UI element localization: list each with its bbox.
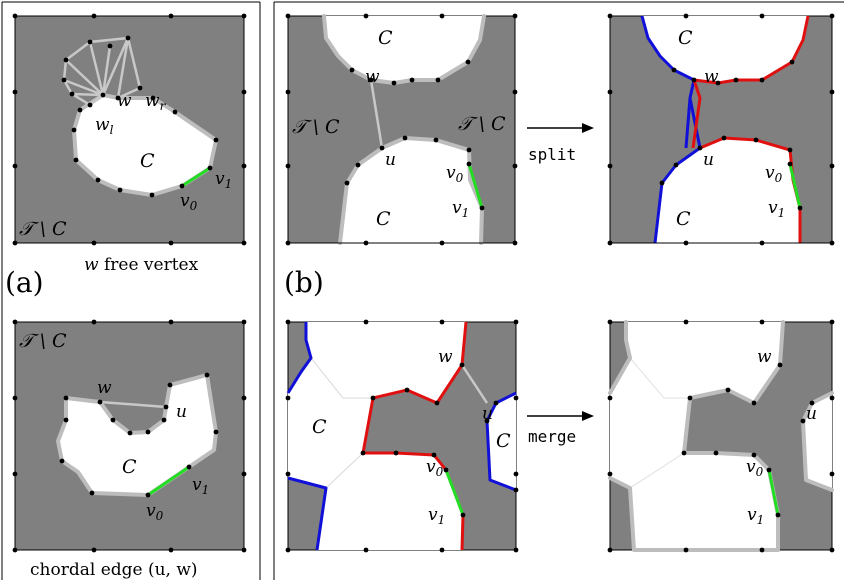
label-v1: v1 bbox=[747, 505, 764, 527]
merge-arrow: merge bbox=[527, 411, 594, 446]
label-v0: v0 bbox=[765, 163, 783, 185]
label-v1: v1 bbox=[192, 475, 209, 497]
label-C-top: C bbox=[678, 27, 693, 49]
label-C-right: C bbox=[496, 430, 511, 452]
label-u: u bbox=[806, 404, 817, 424]
label-C-bottom: C bbox=[376, 208, 391, 230]
label-u: u bbox=[176, 402, 187, 422]
label-v1: v1 bbox=[428, 505, 445, 527]
merge-label: merge bbox=[528, 427, 576, 446]
label-complement-left: 𝒯 \ C bbox=[292, 116, 340, 138]
label-w: w bbox=[117, 91, 132, 111]
panel-tag-a: (a) bbox=[5, 266, 44, 299]
caption-free-vertex: w free vertex bbox=[84, 255, 199, 275]
label-w: w bbox=[704, 67, 719, 87]
label-v1: v1 bbox=[768, 198, 785, 220]
label-complement-right: 𝒯 \ C bbox=[458, 113, 506, 135]
label-v0: v0 bbox=[180, 191, 198, 213]
panel-a-bottom: C 𝒯 \ C w u v0 v1 chordal edge (u, w) bbox=[12, 319, 247, 580]
label-v0: v0 bbox=[746, 457, 764, 479]
label-complement: 𝒯 \ C bbox=[19, 218, 67, 240]
label-v1: v1 bbox=[215, 169, 232, 191]
label-C: C bbox=[140, 150, 155, 172]
label-u: u bbox=[482, 404, 493, 424]
label-w: w bbox=[438, 347, 453, 367]
panel-b-bottom-left: C C w u v0 v1 bbox=[285, 319, 519, 553]
label-w: w bbox=[97, 378, 112, 398]
label-u: u bbox=[385, 150, 396, 170]
label-v0: v0 bbox=[446, 163, 464, 185]
panel-b-bottom-right: w u v0 v1 bbox=[607, 319, 835, 553]
label-wl: wl bbox=[95, 115, 114, 137]
label-u: u bbox=[703, 150, 714, 170]
panel-tag-b: (b) bbox=[284, 266, 324, 299]
panel-b-top-left: C C 𝒯 \ C 𝒯 \ C w u v0 v1 bbox=[285, 13, 518, 246]
panel-b-top-right: C C w u v0 v1 bbox=[607, 13, 835, 246]
label-C: C bbox=[122, 456, 137, 478]
label-w: w bbox=[757, 347, 772, 367]
label-w: w bbox=[365, 67, 380, 87]
label-v0: v0 bbox=[426, 457, 444, 479]
panel-a-top: C 𝒯 \ C w wl wr v0 v1 (a) w free vertex bbox=[5, 13, 247, 299]
label-C-bottom: C bbox=[676, 208, 691, 230]
label-wr: wr bbox=[145, 91, 167, 113]
label-C-left: C bbox=[312, 416, 327, 438]
label-v1: v1 bbox=[452, 198, 469, 220]
label-C-top: C bbox=[378, 27, 393, 49]
caption-chordal-edge: chordal edge (u, w) bbox=[30, 560, 198, 580]
split-label: split bbox=[528, 145, 576, 164]
label-v0: v0 bbox=[146, 501, 164, 523]
label-complement: 𝒯 \ C bbox=[19, 330, 67, 352]
split-arrow: split bbox=[527, 123, 594, 164]
